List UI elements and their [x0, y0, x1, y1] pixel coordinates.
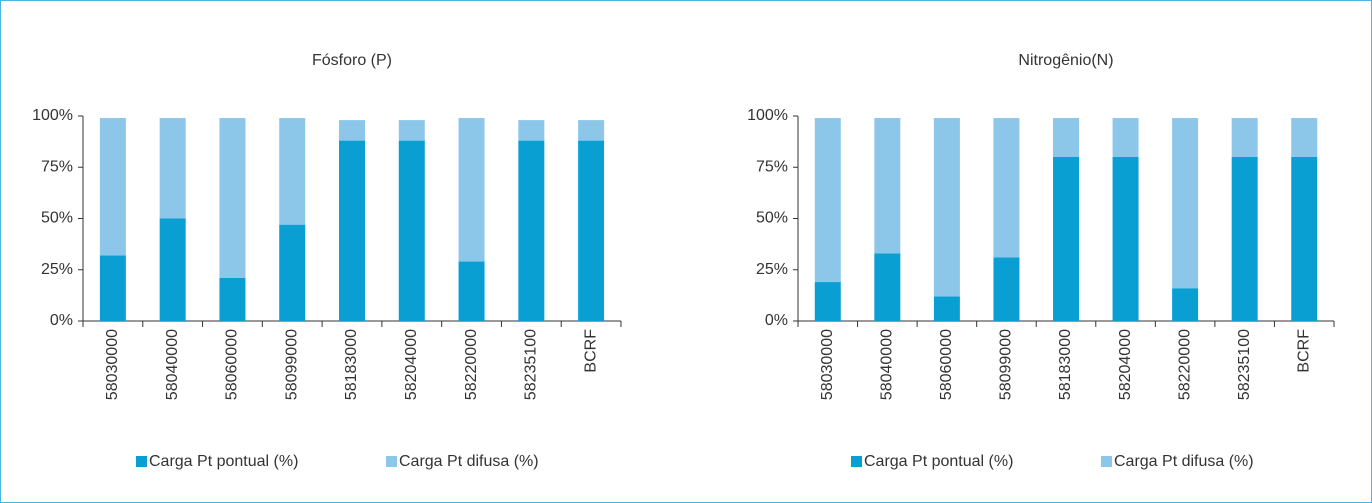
- legend-label: Carga Pt pontual (%): [864, 453, 1013, 470]
- bar-segment: [458, 118, 485, 262]
- x-tick-label: 58060000: [224, 329, 241, 400]
- bar-segment: [993, 118, 1020, 258]
- bar-segment: [339, 120, 365, 141]
- legend-label: Carga Pt difusa (%): [399, 453, 539, 470]
- bar-segment: [874, 118, 901, 254]
- x-tick-label: 58220000: [463, 329, 480, 400]
- x-tick-label: 58220000: [1176, 329, 1193, 400]
- legend-swatch: [851, 456, 862, 467]
- y-tick-label: 75%: [41, 158, 73, 175]
- bar-segment: [1053, 157, 1079, 321]
- bar-segment: [814, 118, 841, 283]
- y-tick-label: 25%: [756, 261, 788, 278]
- bar-segment: [1053, 118, 1079, 157]
- legend-swatch: [386, 456, 397, 467]
- bar-segment: [933, 296, 960, 321]
- x-tick-label: BCRF: [582, 329, 599, 373]
- x-tick-label: 58204000: [403, 329, 420, 400]
- bar-segment: [219, 118, 246, 278]
- bar-segment: [1172, 118, 1199, 289]
- bar-segment: [933, 118, 960, 297]
- x-tick-label: BCRF: [1295, 329, 1312, 373]
- bar-segment: [1231, 157, 1258, 321]
- y-tick-label: 75%: [756, 158, 788, 175]
- x-tick-label: 58030000: [819, 329, 836, 400]
- chart-title: Fósforo (P): [312, 52, 392, 69]
- y-tick-label: 100%: [747, 107, 788, 124]
- bar-segment: [159, 118, 186, 219]
- y-tick-label: 50%: [756, 210, 788, 227]
- bar-segment: [874, 253, 901, 321]
- bar-segment: [458, 261, 485, 321]
- x-tick-label: 58204000: [1117, 329, 1134, 400]
- bar-segment: [398, 140, 425, 321]
- y-tick-label: 100%: [32, 107, 73, 124]
- x-tick-label: 58183000: [1057, 329, 1074, 400]
- bar-segment: [1291, 118, 1318, 157]
- y-tick-label: 0%: [50, 312, 73, 329]
- bar-segment: [398, 120, 425, 141]
- bar-segment: [518, 140, 545, 321]
- bar-segment: [159, 218, 186, 321]
- chart-title: Nitrogênio(N): [1018, 52, 1113, 69]
- x-tick-label: 58040000: [879, 329, 896, 400]
- bar-segment: [279, 224, 306, 321]
- x-tick-label: 58030000: [104, 329, 121, 400]
- bar-segment: [99, 255, 126, 321]
- bar-segment: [814, 282, 841, 321]
- bar-segment: [1112, 157, 1139, 321]
- y-tick-label: 50%: [41, 210, 73, 227]
- bar-segment: [518, 120, 545, 141]
- legend-label: Carga Pt pontual (%): [149, 453, 298, 470]
- x-tick-label: 58060000: [938, 329, 955, 400]
- bar-segment: [1231, 118, 1258, 157]
- x-tick-label: 58099000: [998, 329, 1015, 400]
- legend-swatch: [136, 456, 147, 467]
- x-tick-label: 58099000: [283, 329, 300, 400]
- legend-label: Carga Pt difusa (%): [1114, 453, 1254, 470]
- y-tick-label: 0%: [765, 312, 788, 329]
- bar-segment: [219, 277, 246, 321]
- bar-segment: [279, 118, 306, 225]
- bar-segment: [578, 120, 605, 141]
- x-tick-label: 58183000: [343, 329, 360, 400]
- bar-segment: [1291, 157, 1318, 321]
- x-tick-label: 58235100: [523, 329, 540, 400]
- bar-segment: [1112, 118, 1139, 157]
- bar-segment: [578, 140, 605, 321]
- bar-segment: [339, 140, 365, 321]
- x-tick-label: 58235100: [1236, 329, 1253, 400]
- y-tick-label: 25%: [41, 261, 73, 278]
- bar-segment: [99, 118, 126, 256]
- bar-segment: [1172, 288, 1199, 321]
- x-tick-label: 58040000: [164, 329, 181, 400]
- bar-segment: [993, 257, 1020, 321]
- legend-swatch: [1101, 456, 1112, 467]
